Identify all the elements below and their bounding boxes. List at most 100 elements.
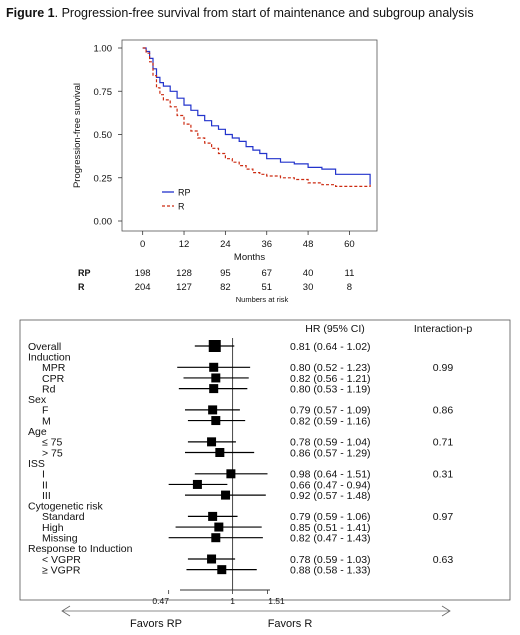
risk-value: 127 xyxy=(176,282,192,293)
risk-value: 11 xyxy=(344,268,354,279)
favors-left-label: Favors RP xyxy=(130,618,182,630)
risk-value: 51 xyxy=(261,282,272,293)
hr-text: 0.82 (0.59 - 1.16) xyxy=(290,415,371,427)
figure-label: Figure 1 xyxy=(6,6,55,20)
forest-tick-label: 0.47 xyxy=(152,596,169,606)
hr-point xyxy=(192,479,202,489)
favors-left-arrow xyxy=(61,605,71,617)
hr-text: 0.82 (0.56 - 1.21) xyxy=(290,373,371,385)
hr-point xyxy=(211,373,221,383)
x-tick-label: 36 xyxy=(261,239,272,250)
hr-text: 0.82 (0.47 - 1.43) xyxy=(290,533,371,545)
forest-frame xyxy=(19,319,511,601)
legend-label-rp: RP xyxy=(178,188,191,198)
x-tick-label: 60 xyxy=(344,239,355,250)
hr-point xyxy=(209,362,219,372)
hr-text: 0.98 (0.64 - 1.51) xyxy=(290,469,371,481)
hr-text: 0.85 (0.51 - 1.41) xyxy=(290,522,371,534)
hr-point xyxy=(215,448,225,457)
hr-text: 0.79 (0.57 - 1.09) xyxy=(290,405,371,417)
group-label: Response to Induction xyxy=(28,543,133,555)
x-tick-label: 48 xyxy=(303,239,314,250)
subgroup-label: III xyxy=(42,490,51,502)
risk-value: 30 xyxy=(303,282,314,293)
interaction-p-value: 0.63 xyxy=(433,554,454,566)
hr-text: 0.88 (0.58 - 1.33) xyxy=(290,564,371,576)
favors-right-arrow xyxy=(441,605,451,617)
x-tick-label: 12 xyxy=(179,239,190,250)
y-tick-label: 1.00 xyxy=(94,44,113,55)
hr-text: 0.78 (0.59 - 1.03) xyxy=(290,554,371,566)
hr-point xyxy=(226,469,236,479)
group-label: Overall xyxy=(28,341,61,353)
interaction-p-value: 0.86 xyxy=(433,405,454,417)
subgroup-label: < VGPR xyxy=(42,554,81,566)
hr-text: 0.79 (0.59 - 1.06) xyxy=(290,511,371,523)
subgroup-label: ≤ 75 xyxy=(42,437,63,449)
y-tick-label: 0.00 xyxy=(94,217,113,228)
hr-text: 0.80 (0.52 - 1.23) xyxy=(290,362,371,374)
figure-caption: . Progression-free survival from start o… xyxy=(54,6,474,20)
forest-tick-label: 1.51 xyxy=(268,596,285,606)
risk-value: 40 xyxy=(303,268,314,279)
group-label: Cytogenetic risk xyxy=(28,501,103,513)
subgroup-label: I xyxy=(42,469,45,481)
risk-row-label: RP xyxy=(78,268,91,278)
subgroup-label: II xyxy=(42,479,48,491)
subgroup-label: > 75 xyxy=(42,447,63,459)
hr-text: 0.81 (0.64 - 1.02) xyxy=(290,341,371,353)
risk-value: 95 xyxy=(220,268,231,279)
y-tick-label: 0.25 xyxy=(94,173,113,184)
risk-row-label: R xyxy=(78,282,85,292)
subgroup-label: ≥ VGPR xyxy=(42,564,81,576)
hr-point xyxy=(217,565,227,575)
y-axis-label: Progression-free survival xyxy=(72,83,83,188)
hr-point xyxy=(221,490,231,500)
subgroup-label: Missing xyxy=(42,533,78,545)
interaction-p-value: 0.71 xyxy=(433,437,454,449)
group-label: Age xyxy=(28,426,47,438)
subgroup-label: Rd xyxy=(42,383,56,395)
hr-point xyxy=(208,340,221,352)
hr-point xyxy=(211,416,221,426)
hr-header: HR (95% CI) xyxy=(305,323,365,335)
x-axis-label: Months xyxy=(234,252,265,263)
series-line-rp xyxy=(142,47,371,185)
series-line-r xyxy=(142,47,371,187)
hr-point xyxy=(211,533,221,543)
hr-text: 0.66 (0.47 - 0.94) xyxy=(290,479,371,491)
subgroup-label: MPR xyxy=(42,362,66,374)
risk-value: 8 xyxy=(347,282,352,293)
risk-value: 67 xyxy=(261,268,272,279)
hr-text: 0.92 (0.57 - 1.48) xyxy=(290,490,371,502)
subgroup-label: M xyxy=(42,415,51,427)
interaction-p-value: 0.99 xyxy=(433,362,454,374)
hr-text: 0.78 (0.59 - 1.04) xyxy=(290,437,371,449)
favors-right-label: Favors R xyxy=(268,618,313,630)
group-label: Induction xyxy=(28,351,71,363)
subgroup-label: High xyxy=(42,522,64,534)
risk-value: 82 xyxy=(220,282,231,293)
risk-value: 198 xyxy=(135,268,151,279)
risk-value: 204 xyxy=(135,282,151,293)
group-label: ISS xyxy=(28,458,45,470)
figure-title: Figure 1. Progression-free survival from… xyxy=(6,6,474,20)
hr-point xyxy=(207,554,217,564)
hr-point xyxy=(208,405,218,415)
risk-table-title: Numbers at risk xyxy=(236,295,289,304)
subgroup-label: Standard xyxy=(42,511,85,523)
subgroup-label: CPR xyxy=(42,373,65,385)
subgroup-label: F xyxy=(42,405,48,417)
legend-label-r: R xyxy=(178,202,185,212)
forest-tick-label: 1 xyxy=(230,596,235,606)
interaction-p-value: 0.97 xyxy=(433,511,454,523)
hr-point xyxy=(208,511,218,521)
y-tick-label: 0.75 xyxy=(94,87,113,98)
hr-point xyxy=(207,437,217,447)
x-tick-label: 24 xyxy=(220,239,231,250)
interaction-p-value: 0.31 xyxy=(433,469,454,481)
hr-point xyxy=(209,384,219,394)
hr-text: 0.86 (0.57 - 1.29) xyxy=(290,447,371,459)
